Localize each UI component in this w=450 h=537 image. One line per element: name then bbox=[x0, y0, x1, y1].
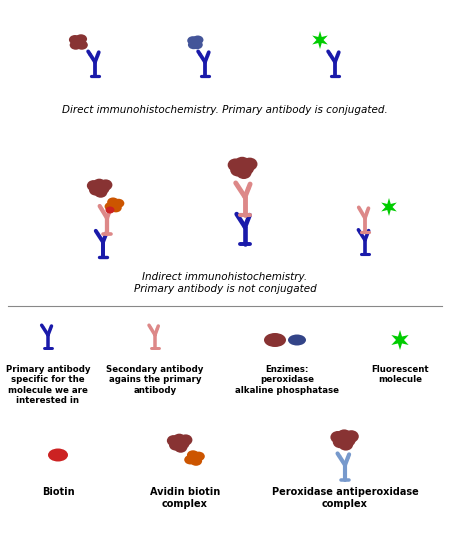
Text: Avidin biotin
complex: Avidin biotin complex bbox=[150, 487, 220, 509]
Ellipse shape bbox=[89, 184, 102, 195]
Ellipse shape bbox=[173, 434, 186, 445]
Ellipse shape bbox=[176, 438, 189, 449]
Ellipse shape bbox=[96, 183, 109, 194]
Text: Indirect immunohistochemistry.
Primary antibody is not conjugated: Indirect immunohistochemistry. Primary a… bbox=[134, 272, 316, 294]
Polygon shape bbox=[312, 31, 328, 49]
Ellipse shape bbox=[338, 438, 353, 451]
Ellipse shape bbox=[193, 452, 205, 461]
Ellipse shape bbox=[264, 333, 286, 347]
Text: Direct immunohistochemistry. Primary antibody is conjugated.: Direct immunohistochemistry. Primary ant… bbox=[62, 105, 388, 115]
Ellipse shape bbox=[187, 36, 198, 45]
Ellipse shape bbox=[238, 162, 254, 175]
Ellipse shape bbox=[230, 163, 246, 177]
Ellipse shape bbox=[192, 35, 203, 45]
Ellipse shape bbox=[191, 40, 203, 49]
Text: Peroxidase antiperoxidase
complex: Peroxidase antiperoxidase complex bbox=[272, 487, 418, 509]
Ellipse shape bbox=[333, 436, 347, 448]
Ellipse shape bbox=[288, 335, 306, 345]
Text: Primary antibody
specific for the
molecule we are
interested in: Primary antibody specific for the molecu… bbox=[6, 365, 90, 405]
Ellipse shape bbox=[112, 199, 124, 208]
Ellipse shape bbox=[242, 158, 257, 171]
Ellipse shape bbox=[188, 40, 199, 49]
Ellipse shape bbox=[169, 439, 182, 451]
Ellipse shape bbox=[99, 179, 112, 191]
Ellipse shape bbox=[76, 40, 88, 50]
Text: Enzimes:
peroxidase
alkaline phosphatase: Enzimes: peroxidase alkaline phosphatase bbox=[235, 365, 339, 395]
Text: Secondary antibody
agains the primary
antibody: Secondary antibody agains the primary an… bbox=[106, 365, 204, 395]
Ellipse shape bbox=[187, 451, 199, 460]
Ellipse shape bbox=[94, 186, 108, 198]
Ellipse shape bbox=[93, 179, 106, 190]
Ellipse shape bbox=[69, 35, 81, 45]
Ellipse shape bbox=[337, 430, 351, 442]
Ellipse shape bbox=[344, 430, 359, 442]
Polygon shape bbox=[392, 330, 409, 350]
Ellipse shape bbox=[110, 204, 122, 212]
Ellipse shape bbox=[174, 441, 187, 453]
Text: Fluorescent
molecule: Fluorescent molecule bbox=[371, 365, 429, 384]
Ellipse shape bbox=[341, 434, 356, 447]
Ellipse shape bbox=[190, 456, 202, 466]
Ellipse shape bbox=[87, 180, 100, 191]
Ellipse shape bbox=[179, 434, 193, 446]
Ellipse shape bbox=[107, 198, 119, 207]
Ellipse shape bbox=[105, 207, 114, 214]
Ellipse shape bbox=[75, 34, 87, 43]
Text: Biotin: Biotin bbox=[42, 487, 74, 497]
Ellipse shape bbox=[184, 455, 196, 465]
Ellipse shape bbox=[236, 166, 252, 179]
Ellipse shape bbox=[48, 448, 68, 461]
Ellipse shape bbox=[330, 431, 345, 444]
Ellipse shape bbox=[228, 158, 243, 171]
Ellipse shape bbox=[72, 37, 84, 47]
Ellipse shape bbox=[70, 40, 82, 50]
Ellipse shape bbox=[234, 157, 250, 170]
Polygon shape bbox=[381, 198, 397, 216]
Ellipse shape bbox=[167, 435, 180, 446]
Ellipse shape bbox=[104, 202, 116, 211]
